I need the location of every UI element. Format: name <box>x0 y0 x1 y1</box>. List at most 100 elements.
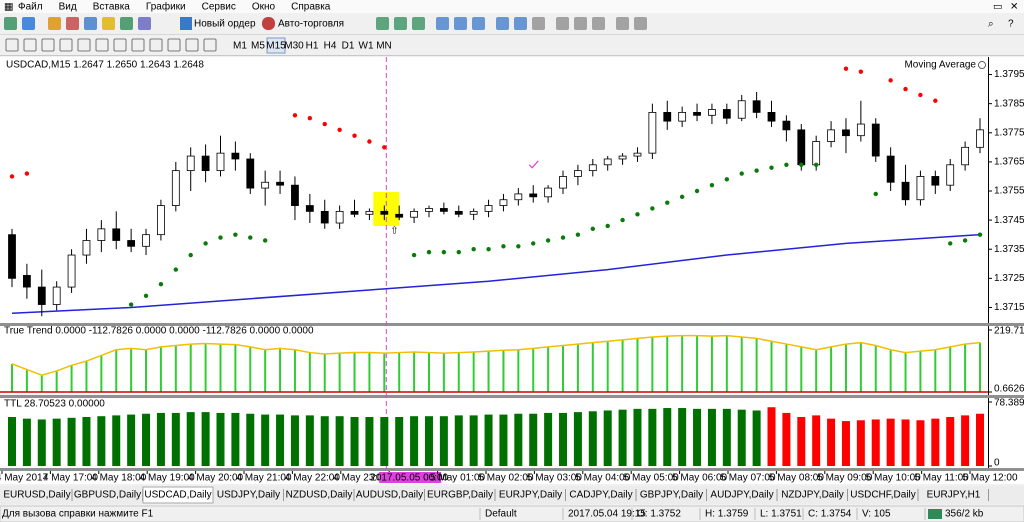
price-tick-label: 1.3735 <box>994 244 1024 255</box>
auto-trading-button[interactable]: Авто-торговля <box>278 19 344 30</box>
toolbar-icon[interactable] <box>120 17 133 30</box>
menu-item[interactable]: Вставка <box>93 2 131 13</box>
symbol-tab[interactable]: EURUSD,Daily <box>3 490 70 501</box>
symbol-tab[interactable]: GBPJPY,Daily <box>640 490 703 501</box>
symbol-tab[interactable]: EURJPY,Daily <box>499 490 562 501</box>
toolbar-icon[interactable] <box>84 17 97 30</box>
symbol-tab[interactable]: AUDJPY,Daily <box>710 490 773 501</box>
menu-item[interactable]: Справка <box>291 2 331 13</box>
candle-body <box>752 100 761 113</box>
symbol-tab[interactable]: NZDJPY,Daily <box>781 490 844 501</box>
toolbar-icon[interactable] <box>532 17 545 30</box>
timeframe-button[interactable]: M5 <box>251 41 265 52</box>
sar-dot <box>9 174 15 179</box>
symbol-tab[interactable]: EURJPY,H1 <box>927 490 981 501</box>
toolbar-icon[interactable] <box>394 17 407 30</box>
menu-item[interactable]: Вид <box>59 2 77 13</box>
symbol-tab[interactable]: USDCAD,Daily <box>144 490 211 501</box>
timeframe-button[interactable]: MN <box>376 41 392 52</box>
ttl-bar <box>856 420 865 466</box>
symbol-tab[interactable]: USDCHF,Daily <box>850 490 916 501</box>
drawing-tool[interactable] <box>113 38 127 52</box>
candle-body <box>97 228 106 241</box>
window-close[interactable]: ✕ <box>1010 2 1018 13</box>
drawing-tool[interactable] <box>131 38 145 52</box>
symbol-tab[interactable]: USDJPY,Daily <box>217 490 280 501</box>
window-restore[interactable]: ▭ <box>993 2 1002 13</box>
drawing-tool[interactable] <box>95 38 109 52</box>
candle-body <box>276 181 284 186</box>
toolbar-icon[interactable] <box>22 17 35 30</box>
sar-dot <box>411 252 417 258</box>
toolbar-icon[interactable] <box>556 17 569 30</box>
pane-tick-label: 0.6626 <box>994 384 1024 395</box>
sar-dot <box>650 206 655 211</box>
sar-dot <box>486 247 491 252</box>
symbol-tab[interactable]: CADJPY,Daily <box>569 490 632 501</box>
status-field: L: 1.3751 <box>760 509 802 520</box>
drawing-tool[interactable] <box>41 38 55 52</box>
tab-active[interactable] <box>142 486 214 504</box>
menu-item[interactable]: Окно <box>252 2 276 13</box>
toolbar-icon[interactable] <box>574 17 587 30</box>
candle-body <box>335 210 344 224</box>
toolbar-icon[interactable] <box>616 17 629 30</box>
new-order-icon[interactable] <box>180 17 192 30</box>
drawing-tool[interactable] <box>5 38 19 52</box>
timeframe-button[interactable]: H1 <box>306 41 319 52</box>
search-icon[interactable]: ⌕ <box>988 19 994 30</box>
candle-body <box>52 286 61 305</box>
candle-body <box>737 100 746 119</box>
symbol-tab[interactable]: GBPUSD,Daily <box>74 490 141 501</box>
timeframe-button[interactable]: M15 <box>266 41 286 52</box>
ttl-bar <box>112 415 121 466</box>
symbol-tab[interactable]: AUDUSD,Daily <box>356 490 423 501</box>
timeframe-button[interactable]: M1 <box>233 41 247 52</box>
toolbar-icon[interactable] <box>48 17 61 30</box>
new-order-button[interactable]: Новый ордер <box>194 19 256 30</box>
toolbar-icon[interactable] <box>454 17 467 30</box>
indicator-close[interactable] <box>978 61 986 69</box>
drawing-tool[interactable] <box>203 38 217 52</box>
drawing-tool[interactable] <box>167 38 181 52</box>
symbol-tab[interactable]: NZDUSD,Daily <box>286 490 353 501</box>
toolbar-icon[interactable] <box>66 17 79 30</box>
candle-body <box>410 210 418 218</box>
drawing-tool[interactable] <box>185 38 199 52</box>
toolbar-icon[interactable] <box>376 17 389 30</box>
drawing-tool[interactable] <box>149 38 163 52</box>
pane-separator <box>0 323 1024 326</box>
timeframe-button[interactable]: W1 <box>359 41 374 52</box>
ttl-bar <box>529 413 538 466</box>
toolbar-icon[interactable] <box>138 17 151 30</box>
toolbar-icon[interactable] <box>4 17 17 30</box>
candle-body <box>931 176 940 186</box>
toolbar-icon[interactable] <box>472 17 485 30</box>
drawing-tool[interactable] <box>77 38 91 52</box>
candle-body <box>291 184 299 206</box>
menu-item[interactable]: Сервис <box>202 2 236 13</box>
toolbar-icon[interactable] <box>514 17 527 30</box>
toolbar-icon[interactable] <box>102 17 115 30</box>
timeframe-button[interactable]: H4 <box>324 41 337 52</box>
toolbar-icon[interactable] <box>634 17 647 30</box>
toolbar-icon[interactable] <box>412 17 425 30</box>
timeframe-button[interactable]: D1 <box>342 41 355 52</box>
ttl-bar <box>648 408 657 466</box>
drawing-tool[interactable] <box>59 38 73 52</box>
pane-tick-label: 219.7138 <box>994 326 1024 337</box>
toolbar-icon[interactable] <box>496 17 509 30</box>
help-icon[interactable]: ? <box>1008 19 1014 30</box>
drawing-tool[interactable] <box>23 38 37 52</box>
toolbar-icon[interactable] <box>592 17 605 30</box>
menu-item[interactable]: Файл <box>18 2 43 13</box>
sar-dot <box>754 168 759 173</box>
sar-dot <box>173 267 179 272</box>
ttl-bar <box>588 411 597 466</box>
menu-item[interactable]: Графики <box>146 1 186 13</box>
toolbar-icon[interactable] <box>436 17 449 30</box>
sar-dot <box>709 182 715 188</box>
symbol-tab[interactable]: EURGBP,Daily <box>427 490 493 501</box>
auto-trading-icon[interactable] <box>262 17 275 30</box>
timeframe-button[interactable]: M30 <box>284 41 304 52</box>
